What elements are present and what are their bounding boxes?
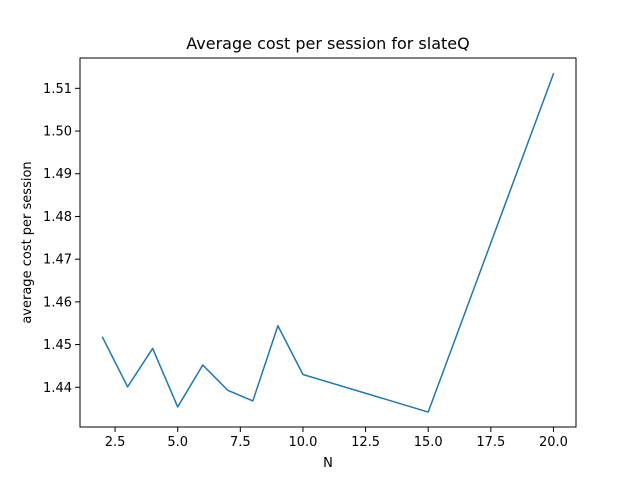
y-tick-label: 1.51 bbox=[43, 82, 72, 97]
ticks-layer: 2.5 5.0 7.5 10.0 12.5 15.0 17.5 20.0 1.44 1.45 1.4… bbox=[43, 82, 568, 450]
x-tick-label: 2.5 bbox=[105, 435, 126, 450]
chart-title: Average cost per session for slateQ bbox=[186, 34, 469, 53]
y-tick-label: 1.44 bbox=[43, 381, 72, 396]
y-tick-label: 1.49 bbox=[43, 167, 72, 182]
x-tick-label: 7.5 bbox=[230, 435, 251, 450]
series-line bbox=[101, 72, 555, 413]
series-layer bbox=[101, 72, 555, 413]
y-tick-label: 1.45 bbox=[43, 338, 72, 353]
y-tick-label: 1.46 bbox=[43, 295, 72, 310]
x-tick-label: 10.0 bbox=[288, 435, 317, 450]
x-tick-label: 20.0 bbox=[539, 435, 568, 450]
y-tick-label: 1.47 bbox=[43, 253, 72, 268]
x-tick-label: 15.0 bbox=[414, 435, 443, 450]
axes-frame bbox=[79, 57, 577, 428]
x-tick-label: 17.5 bbox=[476, 435, 505, 450]
x-tick-label: 12.5 bbox=[351, 435, 380, 450]
x-axis-label: N bbox=[323, 456, 333, 471]
x-tick-label: 5.0 bbox=[167, 435, 188, 450]
y-tick-label: 1.50 bbox=[43, 125, 72, 140]
y-tick-label: 1.48 bbox=[43, 210, 72, 225]
y-axis-label: average cost per session bbox=[20, 161, 35, 323]
